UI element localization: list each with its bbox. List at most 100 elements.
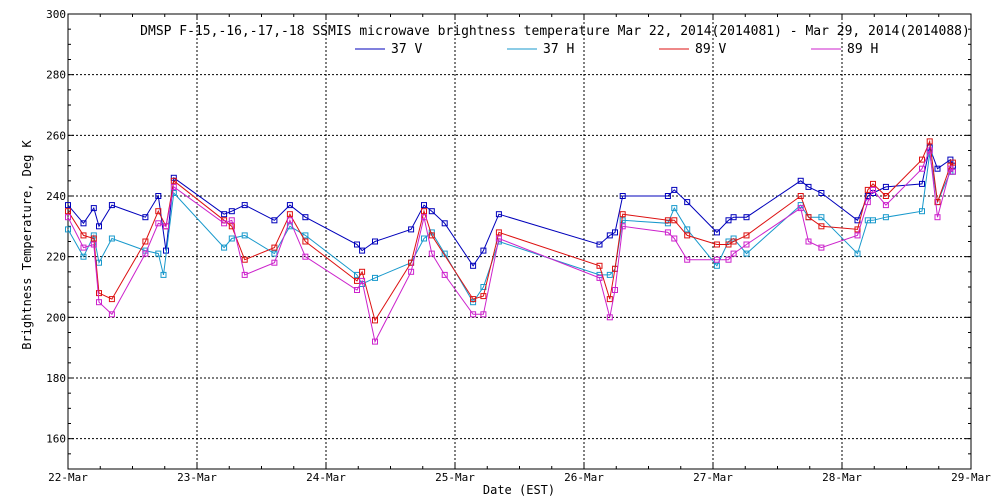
data-point-marker <box>163 223 169 230</box>
data-point-marker <box>359 268 366 275</box>
data-point-marker <box>228 208 235 215</box>
y-tick-label: 260 <box>46 129 66 142</box>
axis-ticks: 22-Mar 23-Mar 24-Mar 25-Mar 26-Mar 27-Mar 28-M… <box>46 8 991 484</box>
data-point-marker <box>919 208 925 215</box>
data-point-marker <box>421 208 427 215</box>
data-point-marker <box>65 202 71 209</box>
x-tick-label: 22-Mar <box>48 471 88 484</box>
data-point-marker <box>684 232 691 239</box>
data-point-marker <box>408 268 415 275</box>
data-point-marker <box>797 205 804 212</box>
data-point-marker <box>619 223 626 230</box>
data-point-marker <box>228 217 235 224</box>
data-point-marker <box>805 183 812 190</box>
data-point-marker <box>372 274 378 281</box>
data-point-marker <box>882 193 889 199</box>
data-point-marker <box>354 241 360 248</box>
data-point-marker <box>155 250 162 257</box>
data-point-marker <box>65 214 71 221</box>
data-point-marker <box>80 220 87 227</box>
legend: 37 V 37 H 89 V 89 H <box>355 42 878 57</box>
chart-title: DMSP F-15,-16,-17,-18 SSMIS microwave br… <box>140 24 970 39</box>
x-tick-label: 24-Mar <box>306 471 346 484</box>
data-point-marker <box>286 217 293 224</box>
data-point-marker <box>470 299 477 306</box>
data-point-marker <box>882 202 889 209</box>
y-tick-label: 220 <box>46 251 66 264</box>
data-point-marker <box>142 250 149 257</box>
y-tick-label: 200 <box>46 311 66 324</box>
data-point-marker <box>286 211 293 218</box>
data-point-marker <box>421 214 427 221</box>
data-point-marker <box>619 217 626 224</box>
y-tick-label: 240 <box>46 190 66 203</box>
data-point-marker <box>743 232 750 239</box>
data-point-marker <box>854 250 861 257</box>
data-point-marker <box>155 220 162 227</box>
data-point-marker <box>596 274 603 281</box>
legend-label: 37 H <box>543 42 574 57</box>
data-point-marker <box>713 229 720 236</box>
data-point-marker <box>90 241 97 248</box>
series-89-h <box>65 147 956 345</box>
legend-label: 89 H <box>847 42 878 57</box>
data-point-marker <box>96 290 102 297</box>
data-point-marker <box>730 214 737 221</box>
data-point-marker <box>864 199 871 206</box>
data-point-marker <box>372 238 378 245</box>
data-point-marker <box>743 241 750 248</box>
data-point-marker <box>241 256 248 263</box>
data-point-marker <box>480 293 487 300</box>
data-point-marker <box>470 296 477 303</box>
data-point-marker <box>428 208 435 215</box>
data-point-marker <box>65 226 71 233</box>
data-point-marker <box>619 193 626 199</box>
data-point-marker <box>108 202 115 209</box>
data-point-marker <box>725 217 732 224</box>
data-point-marker <box>65 208 71 215</box>
data-point-marker <box>664 193 671 199</box>
data-point-marker <box>882 183 889 190</box>
data-point-marker <box>241 271 248 278</box>
data-point-marker <box>495 235 502 242</box>
data-point-marker <box>619 211 626 218</box>
data-point-marker <box>354 271 360 278</box>
data-point-marker <box>664 217 671 224</box>
data-point-marker <box>495 211 502 218</box>
data-point-marker <box>108 296 115 303</box>
data-point-marker <box>671 205 678 212</box>
data-point-marker <box>671 186 678 193</box>
data-point-marker <box>730 238 737 245</box>
data-series <box>65 138 956 345</box>
data-point-marker <box>421 235 427 242</box>
data-point-marker <box>108 311 115 318</box>
data-point-marker <box>818 190 825 196</box>
data-point-marker <box>495 229 502 236</box>
series-89-v <box>65 138 956 324</box>
data-point-marker <box>108 235 115 242</box>
data-point-marker <box>359 247 366 254</box>
y-axis-label: Brightness Temperature, Deg K <box>20 139 34 349</box>
data-point-marker <box>441 220 448 227</box>
data-point-marker <box>743 250 750 257</box>
data-point-marker <box>671 217 678 224</box>
data-point-marker <box>170 183 177 190</box>
series-line <box>67 148 954 344</box>
data-point-marker <box>818 244 825 251</box>
data-point-marker <box>818 214 825 221</box>
data-point-marker <box>96 299 102 306</box>
data-point-marker <box>480 247 487 254</box>
data-point-marker <box>80 253 87 260</box>
data-point-marker <box>90 232 97 239</box>
x-tick-label: 29-Mar <box>951 471 991 484</box>
data-point-marker <box>359 277 366 284</box>
data-point-marker <box>870 180 876 187</box>
data-point-marker <box>919 156 925 163</box>
y-tick-label: 160 <box>46 433 66 446</box>
data-point-marker <box>160 271 167 278</box>
data-point-marker <box>142 214 149 221</box>
data-point-marker <box>919 180 925 187</box>
data-point-marker <box>271 250 278 257</box>
data-point-marker <box>90 235 97 242</box>
